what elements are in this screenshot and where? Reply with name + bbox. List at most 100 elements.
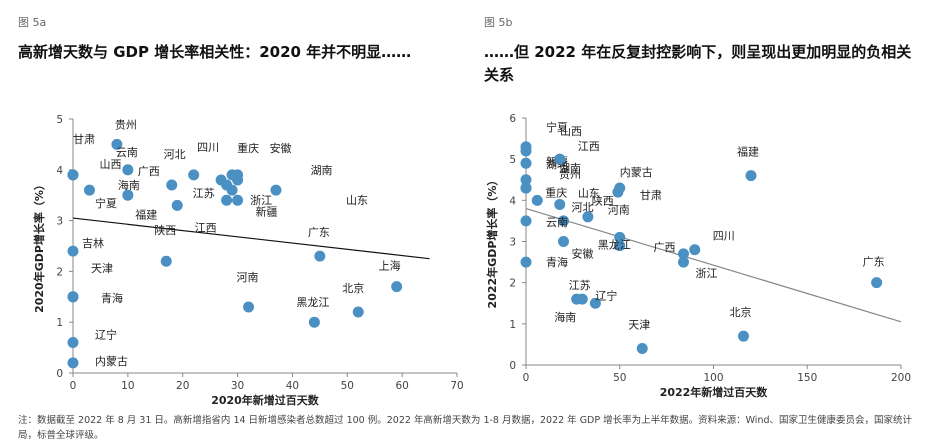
data-point <box>738 330 749 342</box>
data-point-label: 内蒙古 <box>95 354 128 368</box>
data-point <box>554 198 566 210</box>
data-point-label: 安徽 <box>270 141 292 155</box>
data-point-label: 湖南 <box>311 164 333 177</box>
data-point <box>221 194 233 206</box>
y-axis-title: 2022年GDP增长率（%） <box>485 175 499 309</box>
data-point-label: 宁夏 <box>95 196 117 210</box>
data-point <box>520 215 532 227</box>
data-point-label: 湖南 <box>559 162 581 175</box>
data-point-label: 天津 <box>91 262 113 275</box>
y-tick-label: 0 <box>56 368 63 380</box>
data-point-label: 江苏 <box>193 187 215 200</box>
y-tick-label: 1 <box>509 319 516 331</box>
data-point <box>531 194 543 206</box>
figure-b-label: 图 5b <box>484 16 513 29</box>
x-tick-label: 100 <box>703 372 723 384</box>
data-point <box>678 248 689 260</box>
y-tick-label: 3 <box>509 237 516 249</box>
data-point <box>520 182 532 194</box>
x-axis-title: 2020年新增过百天数 <box>211 393 320 407</box>
y-tick-label: 2 <box>509 278 516 290</box>
data-point <box>689 244 701 256</box>
data-point-label: 山西 <box>99 158 121 171</box>
data-point-label: 上海 <box>379 259 401 273</box>
data-point <box>391 281 403 293</box>
data-point-label: 广东 <box>863 256 885 269</box>
trend-line <box>72 217 430 260</box>
x-tick-label: 50 <box>341 380 354 392</box>
data-point-label: 青海 <box>101 291 123 305</box>
y-tick-label: 4 <box>56 165 63 177</box>
data-point <box>111 138 123 150</box>
data-point <box>520 256 532 268</box>
data-point-label: 四川 <box>713 230 735 243</box>
data-point-label: 甘肃 <box>73 133 95 146</box>
x-tick-label: 40 <box>286 380 299 392</box>
data-point <box>67 337 79 349</box>
y-tick-label: 4 <box>509 195 516 207</box>
data-point <box>520 157 532 169</box>
data-point-label: 云南 <box>116 146 138 159</box>
data-point <box>166 179 178 191</box>
data-point-label: 福建 <box>135 207 157 221</box>
data-point-label: 辽宁 <box>95 328 117 342</box>
data-point <box>160 255 172 267</box>
data-point-label: 河北 <box>572 201 594 214</box>
data-point-label: 黑龙江 <box>296 296 329 309</box>
data-point-label: 山东 <box>578 187 600 200</box>
data-point <box>614 240 626 252</box>
data-point-label: 江西 <box>195 221 217 234</box>
data-point-label: 新疆 <box>256 204 278 218</box>
data-point-label: 浙江 <box>696 267 718 280</box>
x-tick-label: 30 <box>231 380 244 392</box>
data-point-label: 江苏 <box>569 279 591 292</box>
data-point-label: 宁夏 <box>546 120 568 134</box>
data-point <box>314 250 326 262</box>
data-point-label: 广西 <box>138 165 160 178</box>
x-tick-label: 150 <box>797 372 817 384</box>
data-point <box>308 316 320 328</box>
x-tick-label: 50 <box>613 372 626 384</box>
x-tick-label: 200 <box>891 372 911 384</box>
data-point-label: 黑龙江 <box>598 239 631 252</box>
x-tick-label: 60 <box>395 380 408 392</box>
data-point-label: 福建 <box>737 145 759 159</box>
x-tick-label: 70 <box>450 380 463 392</box>
data-point <box>122 189 134 201</box>
data-point <box>83 184 95 196</box>
data-point <box>67 245 79 257</box>
data-point <box>871 277 883 289</box>
data-point-label: 河南 <box>608 203 630 216</box>
data-point-label: 山东 <box>346 194 368 207</box>
data-point <box>745 170 757 182</box>
x-tick-label: 0 <box>523 372 530 384</box>
data-point <box>614 231 626 243</box>
data-point <box>520 174 532 186</box>
figure-a-label: 图 5a <box>18 16 47 29</box>
data-point-label: 吉林 <box>82 236 104 250</box>
footnote: 注：数据截至 2022 年 8 月 31 日。高新增指省内 14 日新增感染者总… <box>18 415 912 441</box>
data-point-label: 陕西 <box>154 223 176 237</box>
data-point-label: 云南 <box>546 216 568 229</box>
data-point-label: 重庆 <box>545 185 567 199</box>
data-point <box>171 199 183 211</box>
data-point <box>612 186 624 198</box>
data-point-label: 北京 <box>730 305 752 319</box>
data-point <box>636 343 648 355</box>
data-point <box>520 145 532 157</box>
data-point-label: 山西 <box>560 125 582 138</box>
data-point-label: 陕西 <box>592 193 614 207</box>
data-point-label: 贵州 <box>559 168 581 181</box>
data-point <box>67 357 79 369</box>
data-point <box>558 215 569 227</box>
trend-line <box>525 207 902 323</box>
y-tick-label: 2 <box>56 266 63 278</box>
data-point-label: 河北 <box>164 148 186 161</box>
data-point <box>554 153 566 165</box>
data-point <box>558 236 569 247</box>
y-axis-title: 2020年GDP增长率（%） <box>32 179 46 313</box>
data-point <box>188 169 200 181</box>
data-point-label: 辽宁 <box>595 288 617 302</box>
data-point <box>67 169 79 181</box>
